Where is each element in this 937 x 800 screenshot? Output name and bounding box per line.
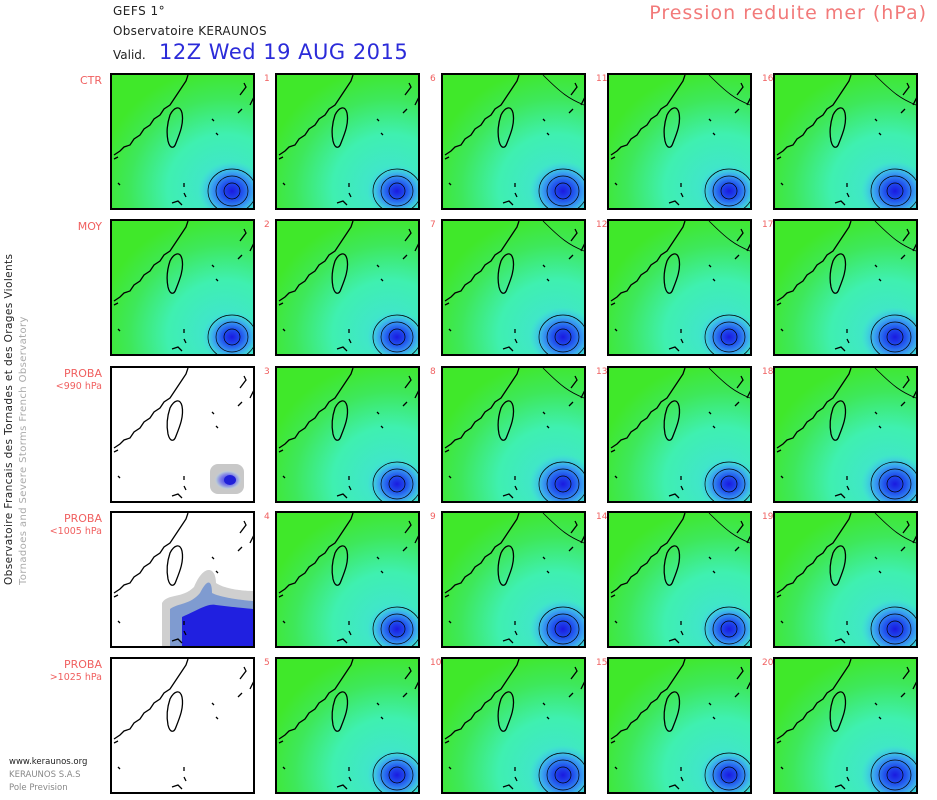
- member-number: 15: [596, 658, 608, 668]
- member-number: 6: [430, 74, 436, 84]
- member-number: 16: [762, 74, 774, 84]
- valid-label: Valid.: [113, 48, 146, 62]
- member-number: 18: [762, 367, 774, 377]
- map-panel: [773, 219, 918, 356]
- map-panel: [607, 366, 752, 503]
- parameter-title: Pression reduite mer (hPa): [649, 2, 927, 24]
- probability-map: [112, 513, 253, 646]
- map-panel: [607, 73, 752, 210]
- member-number: 7: [430, 220, 436, 230]
- pressure-map: [443, 513, 584, 646]
- pressure-map: [277, 368, 418, 501]
- map-panel: [773, 511, 918, 648]
- member-number: 9: [430, 512, 436, 522]
- map-panel: [441, 511, 586, 648]
- valid-time: 12Z Wed 19 AUG 2015: [159, 40, 409, 64]
- member-number: 20: [762, 658, 774, 668]
- pressure-map: [775, 513, 916, 646]
- probability-panel: [110, 511, 255, 648]
- footer-sub-company: Pole Prevision: [9, 783, 68, 793]
- map-panel: [773, 366, 918, 503]
- row-label: CTR: [2, 74, 102, 87]
- member-number: 5: [264, 658, 270, 668]
- footer-site[interactable]: www.keraunos.org: [9, 757, 88, 767]
- pressure-map: [112, 75, 253, 208]
- member-number: 3: [264, 367, 270, 377]
- pressure-map: [775, 659, 916, 792]
- pressure-map: [775, 368, 916, 501]
- map-panel: [773, 657, 918, 794]
- row-label-main: PROBA: [63, 512, 102, 525]
- pressure-map: [277, 221, 418, 354]
- map-panel: [441, 219, 586, 356]
- map-panel: [607, 657, 752, 794]
- observatory-name: Observatoire KERAUNOS: [113, 24, 267, 38]
- pressure-map: [775, 221, 916, 354]
- member-number: 8: [430, 367, 436, 377]
- member-number: 4: [264, 512, 270, 522]
- map-panel: [607, 219, 752, 356]
- pressure-map: [277, 513, 418, 646]
- map-panel: [607, 511, 752, 648]
- pressure-map: [112, 221, 253, 354]
- pressure-map: [443, 368, 584, 501]
- pressure-map: [775, 75, 916, 208]
- pressure-map: [443, 659, 584, 792]
- row-label: PROBA <990 hPa: [2, 367, 102, 393]
- row-label: PROBA >1025 hPa: [2, 658, 102, 684]
- member-number: 17: [762, 220, 774, 230]
- map-panel: [441, 73, 586, 210]
- probability-panel: [110, 657, 255, 794]
- probability-panel: [110, 366, 255, 503]
- member-number: 13: [596, 367, 608, 377]
- row-label: MOY: [2, 220, 102, 233]
- pressure-map: [277, 75, 418, 208]
- footer-company: KERAUNOS S.A.S: [9, 770, 81, 780]
- row-label-threshold: <1005 hPa: [49, 526, 102, 537]
- map-panel: [110, 73, 255, 210]
- pressure-map: [609, 659, 750, 792]
- member-number: 12: [596, 220, 608, 230]
- row-label-main: PROBA: [63, 367, 102, 380]
- member-number: 1: [264, 74, 270, 84]
- probability-map: [112, 368, 253, 501]
- pressure-map: [277, 659, 418, 792]
- probability-map: [112, 659, 253, 792]
- row-label-main: PROBA: [63, 658, 102, 671]
- member-number: 19: [762, 512, 774, 522]
- row-label-main: CTR: [79, 74, 102, 87]
- row-label: PROBA <1005 hPa: [2, 512, 102, 538]
- map-panel: [275, 511, 420, 648]
- pressure-map: [609, 513, 750, 646]
- map-panel: [441, 366, 586, 503]
- member-number: 11: [596, 74, 608, 84]
- map-panel: [275, 73, 420, 210]
- member-number: 10: [430, 658, 442, 668]
- map-panel: [275, 657, 420, 794]
- pressure-map: [609, 75, 750, 208]
- row-label-main: MOY: [77, 220, 102, 233]
- row-label-threshold: >1025 hPa: [49, 672, 102, 683]
- map-panel: [773, 73, 918, 210]
- map-panel: [110, 219, 255, 356]
- sidebar-subtitle: Tornadoes and Severe Storms French Obser…: [18, 316, 29, 585]
- map-panel: [275, 219, 420, 356]
- member-number: 2: [264, 220, 270, 230]
- member-number: 14: [596, 512, 608, 522]
- map-panel: [275, 366, 420, 503]
- pressure-map: [609, 221, 750, 354]
- model-name: GEFS 1°: [113, 4, 166, 18]
- map-panel: [441, 657, 586, 794]
- pressure-map: [609, 368, 750, 501]
- pressure-map: [443, 221, 584, 354]
- pressure-map: [443, 75, 584, 208]
- row-label-threshold: <990 hPa: [55, 381, 102, 392]
